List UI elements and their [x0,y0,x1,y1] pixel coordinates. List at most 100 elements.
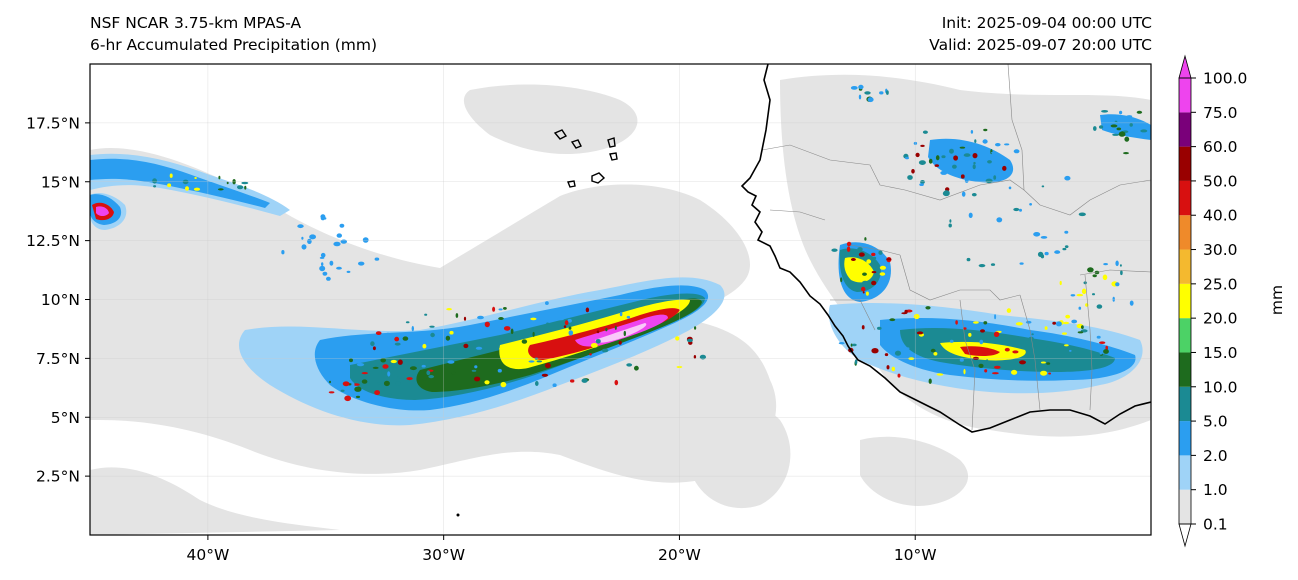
convective-cell [928,378,932,384]
convective-cell [949,219,952,223]
convective-cell [972,153,978,159]
convective-cell [1006,308,1012,313]
light-precip-layer [90,74,1151,535]
convective-cell [1015,322,1023,326]
country-borders [761,64,1151,431]
convective-cell [355,395,361,399]
convective-cell [385,332,391,338]
convective-cell [844,251,847,254]
convective-cell [307,238,312,244]
convective-cell [601,348,609,353]
island [553,129,568,140]
convective-cell [980,329,985,333]
convective-cell [936,373,944,376]
lat-tick-label: 10°N [41,291,80,309]
convective-cell [395,381,401,386]
colorbar-level-label: 60.0 [1203,138,1238,156]
convective-cell [536,360,542,363]
convective-cell [1004,347,1010,352]
convective-cell [361,379,368,384]
colorbar-segment [1179,489,1191,524]
colorbar-level-label: 25.0 [1203,275,1238,293]
convective-cell [1011,369,1018,375]
convective-cell [411,325,414,332]
colorbar-level-label: 2.0 [1203,447,1228,465]
convective-cell [993,331,1000,337]
convective-cell [568,330,574,336]
convective-cell [894,350,902,356]
border-line [1007,64,1041,206]
convective-cell [492,306,496,312]
convective-cell [390,359,397,364]
convective-cell [850,258,856,261]
convective-cell [959,146,966,149]
convective-cell [918,160,926,166]
convective-cell [1099,125,1104,129]
convective-cell [387,371,391,377]
convective-cell [1103,263,1108,266]
convective-cell [568,326,572,330]
convective-cell [675,336,680,341]
convective-cell [397,359,403,365]
convective-cell [517,371,521,376]
convective-cell [1054,250,1061,254]
convective-cell [342,381,350,387]
field-name-title: 6-hr Accumulated Precipitation (mm) [90,36,377,54]
convective-cell [626,315,631,319]
convective-cell [964,178,969,183]
colorbar-segment [1179,215,1191,250]
convective-cell [935,155,940,161]
convective-cell [370,341,375,347]
convective-cell [973,321,979,324]
convective-cell [1071,319,1078,324]
convective-cell [329,260,334,266]
convective-cell [1063,321,1069,325]
convective-cell [447,360,455,364]
convective-cell [1099,341,1106,345]
convective-cell [911,169,915,174]
colorbar-extend-min [1178,523,1192,548]
valid-time-label: Valid: 2025-09-07 20:00 UTC [929,36,1152,54]
convective-cell [952,164,957,169]
convective-cell [477,315,484,320]
convective-cell [309,234,316,240]
colorbar-segment [1179,146,1191,181]
convective-cell [871,271,877,274]
small-island [456,513,460,517]
convective-cell [422,343,427,349]
convective-cell [1112,296,1115,302]
convective-cell [578,315,584,320]
convective-cell [871,252,876,257]
convective-cell [409,366,417,371]
convective-cell [320,216,326,221]
graticule [90,64,1151,535]
convective-cell [1040,370,1048,376]
convective-cell [380,358,387,363]
convective-cell [387,393,392,397]
convective-cell [217,188,224,191]
convective-cell [1123,152,1129,155]
coastline [740,64,1151,433]
map-content [90,64,1151,535]
lon-tick-label: 10°W [894,546,937,564]
convective-cell [426,370,431,376]
convective-cell [406,377,413,381]
magenta-precip-area [96,206,109,216]
convective-cell [530,317,537,321]
convective-cell [1129,123,1133,127]
convective-cell [1087,267,1094,273]
convective-cell [324,217,327,220]
convective-cell [907,175,913,180]
convective-cell [1105,345,1108,351]
convective-cell [281,250,285,255]
convective-cell [1065,314,1071,319]
init-time-label: Init: 2025-09-04 00:00 UTC [941,14,1152,32]
colorbar-segment [1179,421,1191,456]
convective-cell [581,378,588,383]
convective-cell [614,379,619,386]
convective-cell [336,266,342,270]
convective-cell [1102,274,1108,281]
convective-cell [484,321,490,328]
convective-cell [500,381,507,388]
